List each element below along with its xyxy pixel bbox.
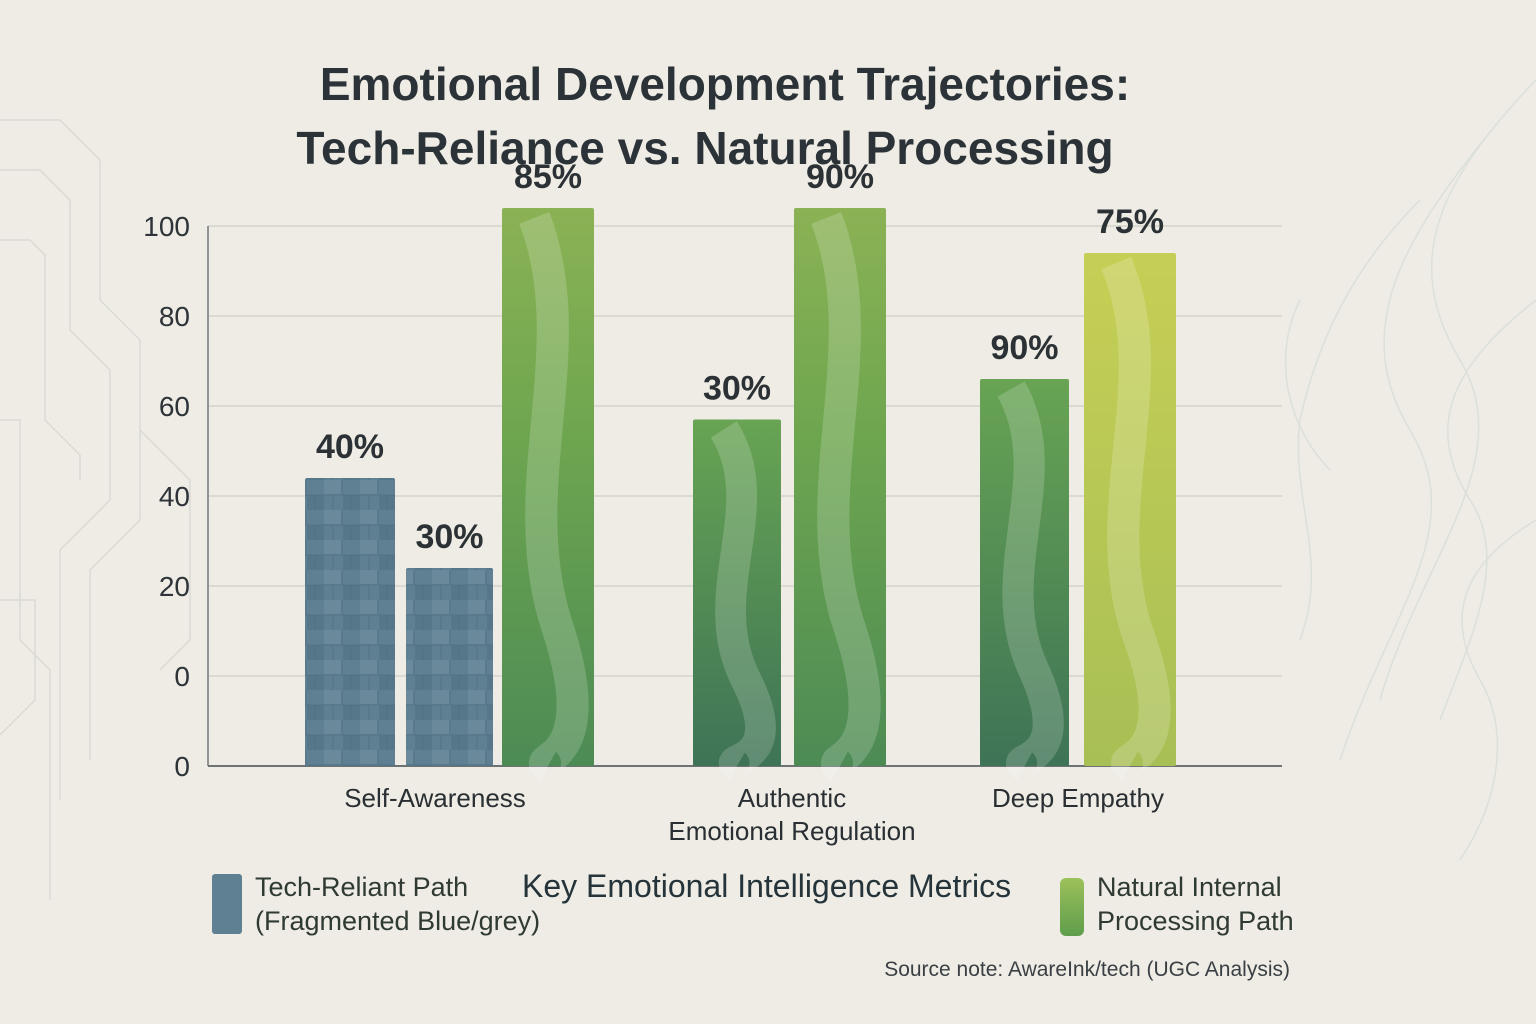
bar-value-label: 40% [316,428,384,466]
bar-value-label: 75% [1096,203,1164,241]
y-tick-label: 40 [159,481,190,512]
legend-tech-line-2: (Fragmented Blue/grey) [255,906,541,936]
legend-center-label: Key Emotional Intelligence Metrics [522,868,1012,904]
y-tick-label: 60 [159,391,190,422]
legend-natural-line-2: Processing Path [1097,906,1294,936]
bar-value-label: 30% [703,370,771,408]
bar [406,568,493,766]
y-tick-label: 20 [159,571,190,602]
bar-value-label: 90% [806,158,874,196]
legend-tech-swatch [212,874,242,934]
legend-natural-line-1: Natural Internal [1097,872,1282,902]
legend-natural-label: Natural Internal Processing Path [1097,870,1294,938]
x-tick-label: Self-Awareness [344,783,526,813]
bar-value-label: 90% [990,329,1058,367]
bar [794,208,886,766]
bar-value-label: 85% [514,158,582,196]
x-tick-label: Deep Empathy [992,783,1164,813]
bar [305,478,395,766]
chart-title: Emotional Development Trajectories: Tech… [0,52,1450,180]
bar [693,419,781,766]
y-tick-label: 80 [159,301,190,332]
title-line-1: Emotional Development Trajectories: [319,58,1131,110]
legend-natural-swatch [1060,878,1084,936]
x-tick-label-line-2: Emotional Regulation [668,816,915,846]
bar [980,379,1069,766]
y-tick-label: 0 [174,661,190,692]
bar [1084,253,1176,766]
bar [502,208,594,766]
y-tick-label: 0 [174,751,190,782]
x-tick-label: Authentic [738,783,846,813]
source-note: Source note: AwareInk/tech (UGC Analysis… [884,958,1290,981]
y-tick-label: 100 [143,211,190,242]
title-line-2: Tech-Reliance vs. Natural Processing [296,122,1114,174]
legend-tech-label: Tech-Reliant Path (Fragmented Blue/grey) [255,870,540,938]
bar-value-label: 30% [415,518,483,556]
legend-tech-line-1: Tech-Reliant Path [255,872,469,902]
